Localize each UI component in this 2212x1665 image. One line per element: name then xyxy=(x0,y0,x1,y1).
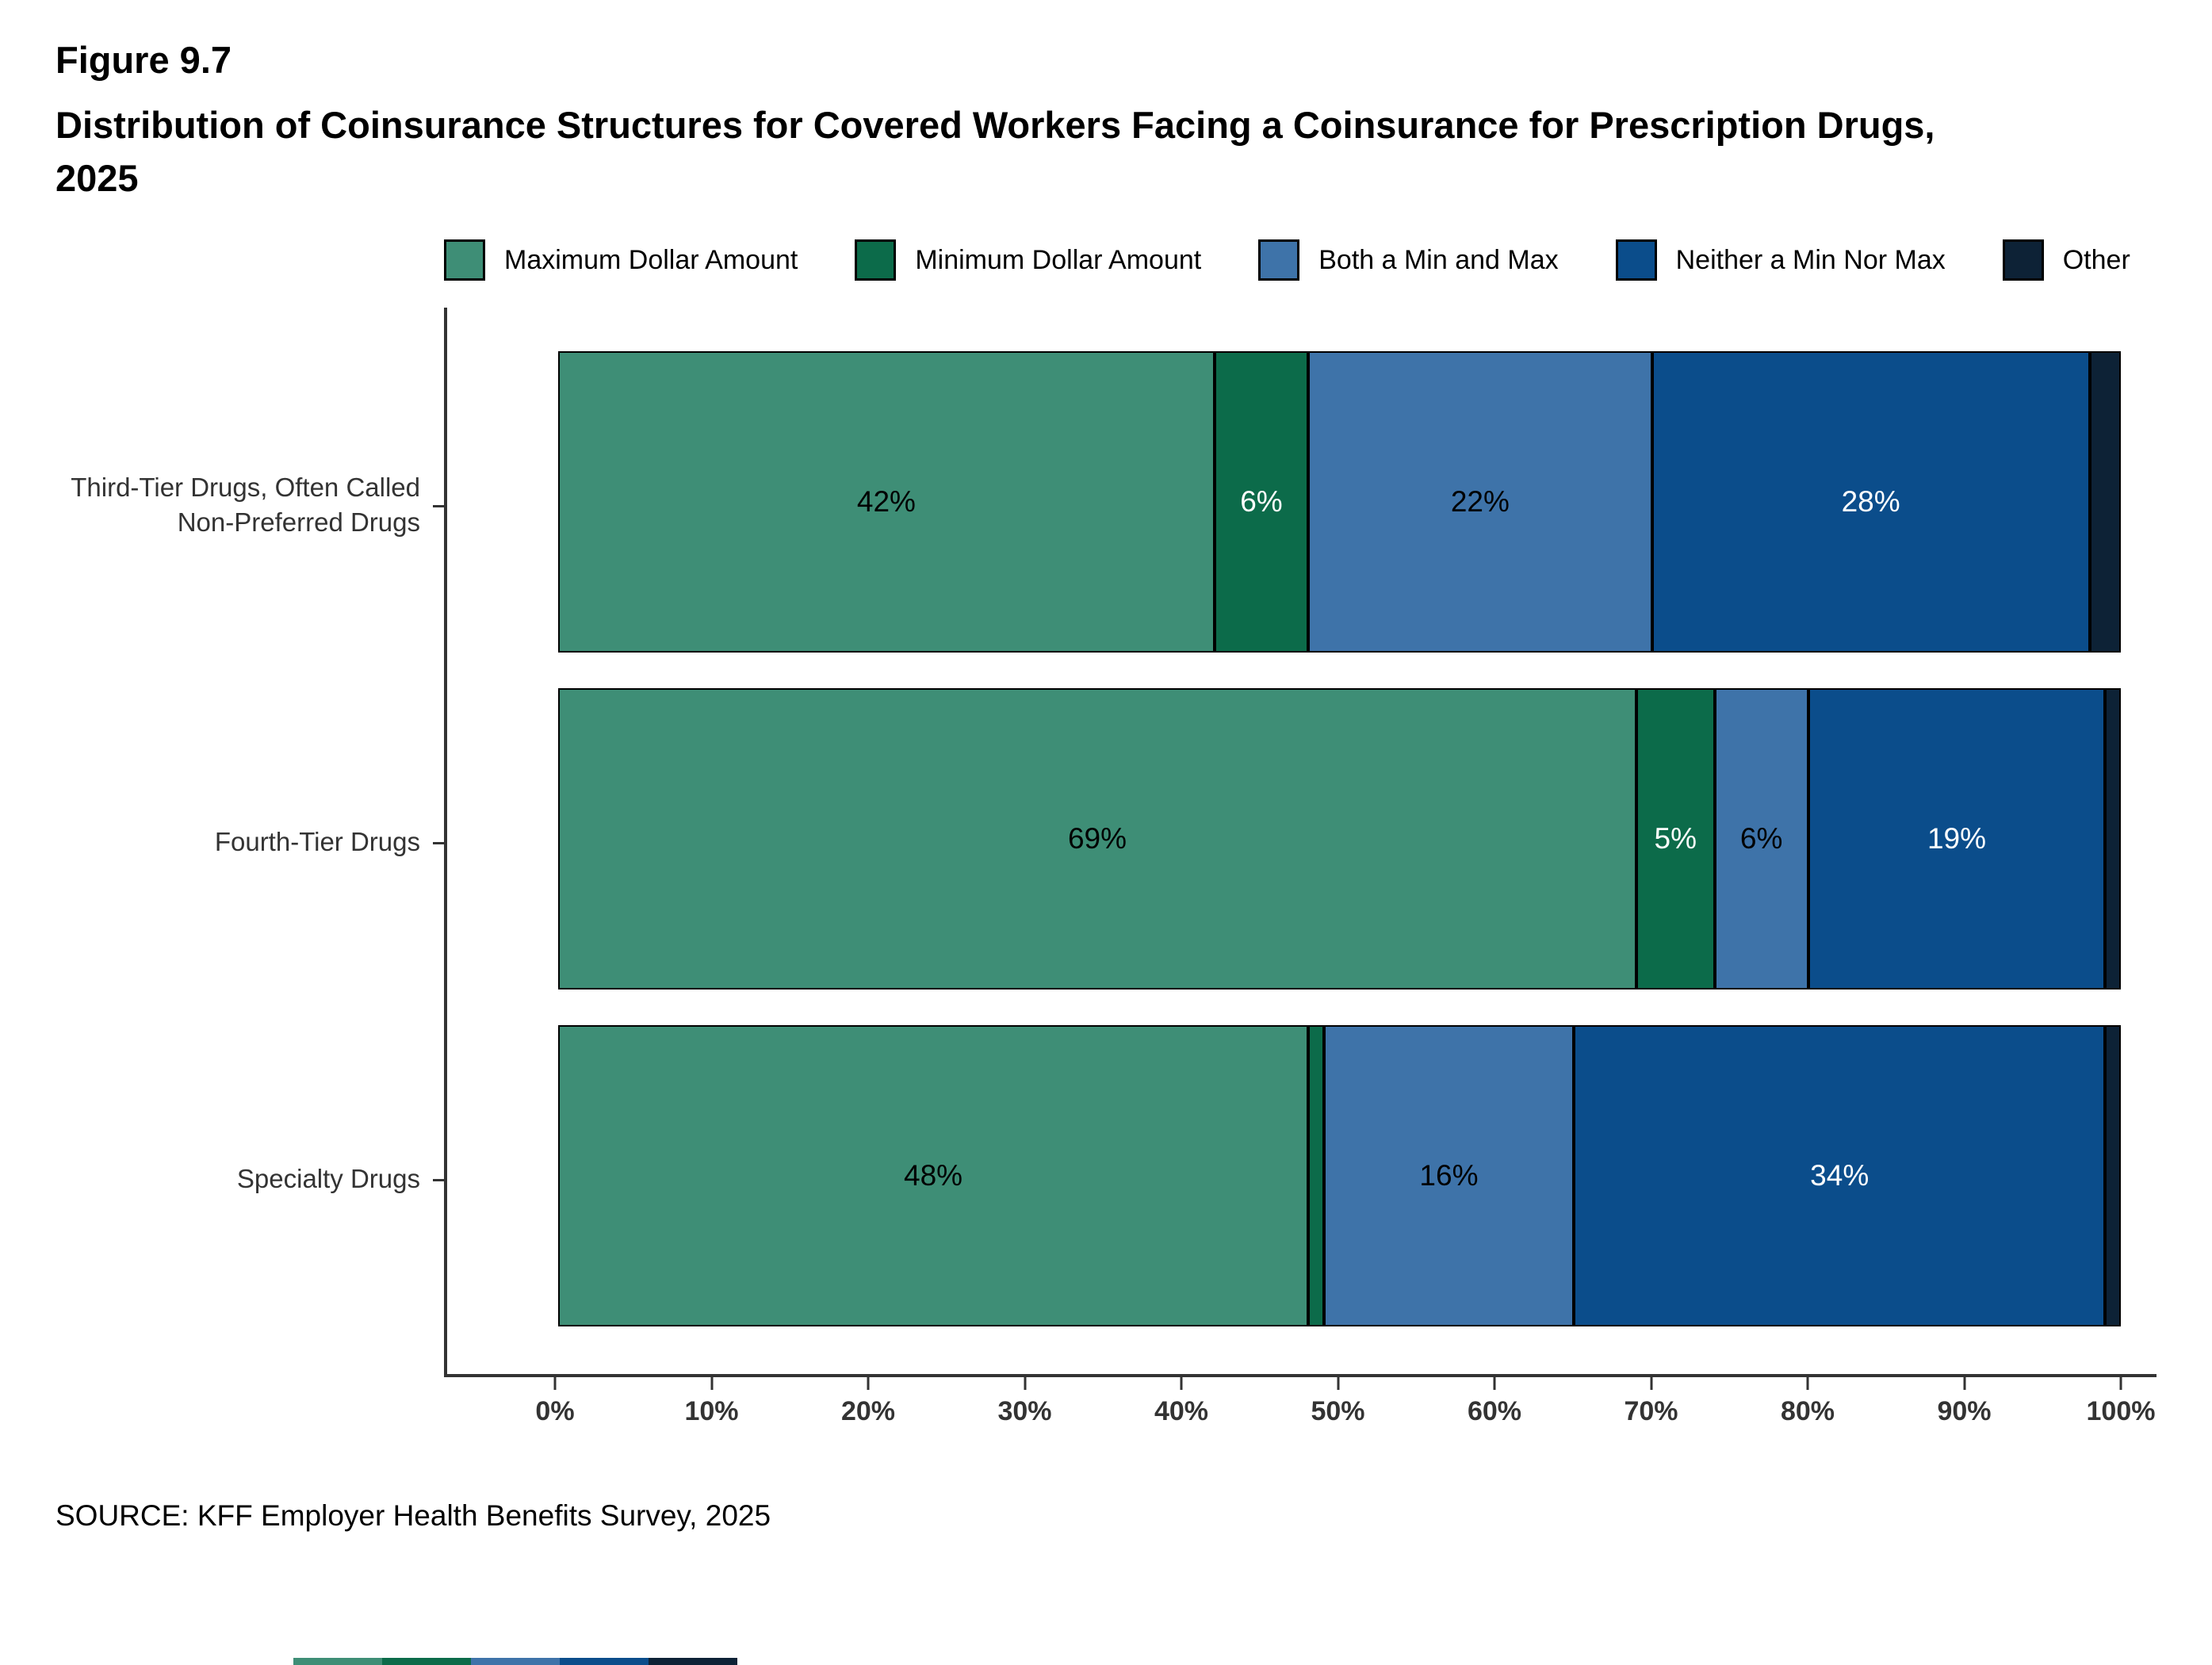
segment-label: 42% xyxy=(856,485,916,519)
category-label: Fourth-Tier Drugs xyxy=(55,691,444,993)
bar-segment: 28% xyxy=(1651,351,2090,653)
bar-segment: 6% xyxy=(1714,688,1808,990)
x-tick xyxy=(1180,1377,1183,1391)
segment-label: 48% xyxy=(904,1159,963,1192)
legend-swatch xyxy=(855,239,897,281)
legend-swatch xyxy=(2002,239,2044,281)
bar-segment: 5% xyxy=(1636,688,1715,990)
bar-row: 69% 5% 6% 19% xyxy=(558,688,2121,990)
bar-segment xyxy=(2105,688,2121,990)
segment-label: 6% xyxy=(1240,485,1283,519)
x-tick xyxy=(1650,1377,1652,1391)
bar-row: 48% 16% 34% xyxy=(558,1025,2121,1327)
segment-label: 34% xyxy=(1810,1159,1869,1192)
cropped-logo-color-strip xyxy=(293,1658,737,1665)
legend-item: Both a Min and Max xyxy=(1258,239,1559,281)
y-axis-labels: Third-Tier Drugs, Often Called Non-Prefe… xyxy=(55,308,444,1377)
legend: Maximum Dollar Amount Minimum Dollar Amou… xyxy=(444,239,2164,281)
x-tick-label: 40% xyxy=(1154,1396,1209,1427)
x-tick-label: 80% xyxy=(1780,1396,1835,1427)
bar-area: 42% 6% 22% 28% 69% 5% 6% 19% 48% 16% 34% xyxy=(558,351,2121,1327)
legend-label: Neither a Min Nor Max xyxy=(1675,244,1946,275)
segment-label: 69% xyxy=(1067,822,1127,855)
color-strip-segment xyxy=(649,1658,737,1665)
x-tick-label: 100% xyxy=(2086,1396,2156,1427)
segment-label: 5% xyxy=(1654,822,1697,855)
legend-item: Other xyxy=(2002,239,2130,281)
bar-segment xyxy=(1308,1025,1324,1327)
legend-item: Neither a Min Nor Max xyxy=(1615,239,1946,281)
bar-segment: 69% xyxy=(558,688,1636,990)
color-strip-segment xyxy=(293,1658,382,1665)
legend-label: Maximum Dollar Amount xyxy=(504,244,798,275)
color-strip-segment xyxy=(560,1658,649,1665)
x-tick xyxy=(1024,1377,1026,1391)
x-tick xyxy=(1337,1377,1339,1391)
figure-label: Figure 9.7 xyxy=(55,39,232,81)
segment-label: 19% xyxy=(1927,822,1987,855)
bar-segment: 16% xyxy=(1323,1025,1575,1327)
x-tick xyxy=(1493,1377,1496,1391)
legend-label: Minimum Dollar Amount xyxy=(915,244,1202,275)
x-tick xyxy=(867,1377,870,1391)
legend-swatch xyxy=(1258,239,1300,281)
bar-segment: 48% xyxy=(558,1025,1309,1327)
chart-header: Figure 9.7 Distribution of Coinsurance S… xyxy=(0,0,2212,205)
x-tick-label: 30% xyxy=(997,1396,1052,1427)
x-tick xyxy=(1806,1377,1809,1391)
bar-segment: 19% xyxy=(1808,688,2106,990)
x-tick xyxy=(710,1377,713,1391)
segment-label: 28% xyxy=(1841,485,1900,519)
segment-label: 22% xyxy=(1450,485,1510,519)
plot-area: 42% 6% 22% 28% 69% 5% 6% 19% 48% 16% 34% xyxy=(444,308,2157,1378)
x-axis: 0% 10% 20% 30% 40% 50% 60% 70% 80% 90% 100% xyxy=(535,1377,2155,1441)
bar-segment xyxy=(2089,351,2121,653)
source-text: SOURCE: KFF Employer Health Benefits Sur… xyxy=(55,1499,771,1533)
x-tick-label: 90% xyxy=(1937,1396,1992,1427)
x-tick-label: 50% xyxy=(1311,1396,1365,1427)
legend-label: Both a Min and Max xyxy=(1318,244,1559,275)
x-tick xyxy=(1963,1377,1965,1391)
x-tick-label: 0% xyxy=(535,1396,575,1427)
x-tick-label: 20% xyxy=(840,1396,896,1427)
color-strip-segment xyxy=(471,1658,560,1665)
x-tick xyxy=(2119,1377,2122,1391)
x-tick-label: 70% xyxy=(1624,1396,1678,1427)
segment-label: 6% xyxy=(1739,822,1783,855)
legend-label: Other xyxy=(2062,244,2130,275)
category-label: Third-Tier Drugs, Often Called Non-Prefe… xyxy=(55,354,444,656)
bar-segment: 22% xyxy=(1308,351,1652,653)
x-tick xyxy=(553,1377,557,1391)
chart-title: Distribution of Coinsurance Structures f… xyxy=(55,104,1935,199)
x-tick-label: 60% xyxy=(1467,1396,1522,1427)
bar-segment: 6% xyxy=(1214,351,1309,653)
category-label: Specialty Drugs xyxy=(55,1028,444,1330)
legend-swatch xyxy=(1615,239,1657,281)
segment-label: 16% xyxy=(1419,1159,1479,1192)
bar-row: 42% 6% 22% 28% xyxy=(558,351,2121,653)
bar-segment xyxy=(2105,1025,2121,1327)
legend-swatch xyxy=(444,239,485,281)
legend-item: Maximum Dollar Amount xyxy=(444,239,798,281)
chart: Third-Tier Drugs, Often Called Non-Prefe… xyxy=(55,308,2157,1378)
bar-segment: 42% xyxy=(558,351,1215,653)
color-strip-segment xyxy=(382,1658,471,1665)
x-tick-label: 10% xyxy=(684,1396,739,1427)
bar-segment: 34% xyxy=(1574,1025,2106,1327)
legend-item: Minimum Dollar Amount xyxy=(855,239,1201,281)
